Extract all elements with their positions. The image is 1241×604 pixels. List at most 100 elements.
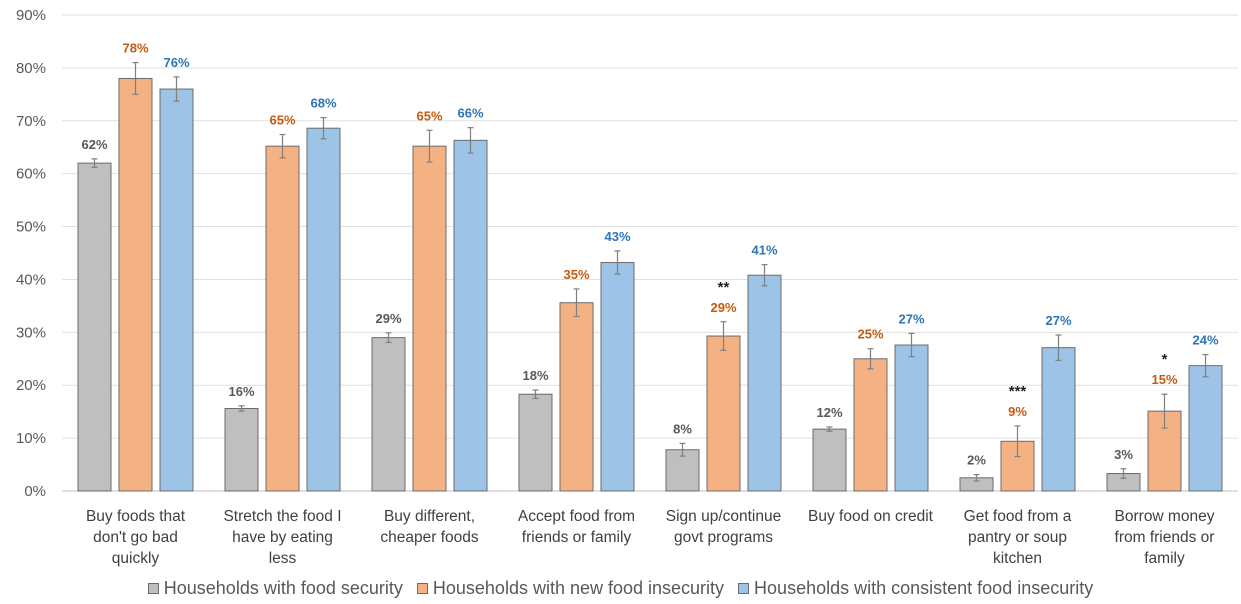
bar (265, 145, 300, 492)
bar (706, 335, 741, 492)
data-label: 18% (522, 368, 548, 383)
bar (306, 127, 341, 492)
legend-label-food-security: Households with food security (163, 578, 403, 598)
category-label-line: quickly (112, 550, 160, 567)
bar (559, 302, 594, 492)
data-label: 76% (163, 55, 189, 70)
data-label: 15% (1151, 372, 1177, 387)
data-label: 35% (563, 267, 589, 282)
category-label-line: Sign up/continue (666, 508, 781, 525)
category-label: Accept food from friends or family (518, 508, 635, 546)
category-label-line: kitchen (993, 550, 1042, 567)
category-label-line: Stretch the food I (223, 508, 341, 525)
bar (1147, 410, 1182, 492)
y-tick-label: 10% (16, 430, 46, 447)
category-label: Stretch the food I have by eating less (223, 508, 341, 567)
data-label: 78% (122, 41, 148, 56)
category-label-line: Buy food on credit (808, 508, 934, 525)
category-label: Borrow money from friends or family (1115, 508, 1215, 567)
data-label: 65% (416, 108, 442, 123)
y-tick-label: 50% (16, 219, 46, 236)
legend-swatch-new-insecurity (416, 583, 428, 594)
bar (1041, 347, 1076, 492)
bar (77, 162, 112, 492)
bar (224, 407, 259, 492)
bar (1000, 440, 1035, 492)
y-tick-label: 60% (16, 166, 46, 183)
category-label: Sign up/continue govt programs (666, 508, 781, 546)
category-label-line: don't go bad (93, 529, 178, 546)
y-tick-label: 0% (24, 483, 46, 500)
category-label-line: Get food from a (964, 508, 1072, 525)
data-label: 2% (967, 453, 986, 468)
y-tick-label: 90% (16, 7, 46, 24)
data-label: 29% (710, 300, 736, 315)
significance-marker: ** (718, 279, 730, 296)
bar (812, 428, 847, 492)
bar (118, 77, 153, 492)
bar (853, 358, 888, 492)
legend-swatch-food-security (147, 583, 159, 594)
bar (1188, 365, 1223, 492)
bar (371, 337, 406, 492)
bar (518, 393, 553, 492)
error-bars (91, 61, 1209, 482)
data-label: 68% (310, 96, 336, 111)
y-tick-label: 80% (16, 60, 46, 77)
data-label: 43% (604, 229, 630, 244)
y-tick-label: 20% (16, 377, 46, 394)
data-label: 66% (457, 106, 483, 121)
data-label: 24% (1192, 333, 1218, 348)
data-labels: 62% 78% 76% 16% 65% 68% 29% 65% 66% 18% 35% 43% 8% 29… (81, 41, 1218, 468)
legend: Households with food security Households… (0, 578, 1241, 599)
category-label: Get food from a pantry or soup kitchen (964, 508, 1072, 567)
legend-swatch-consistent-insecurity (738, 583, 750, 594)
significance-marker: * (1162, 351, 1168, 368)
data-label: 27% (1045, 313, 1071, 328)
category-label: Buy different, cheaper foods (380, 508, 478, 546)
significance-marker: *** (1009, 383, 1027, 400)
category-label: Buy foods that don't go bad quickly (86, 508, 186, 567)
x-axis-categories: Buy foods that don't go bad quickly Stretch… (86, 508, 1215, 567)
category-label-line: less (269, 550, 297, 567)
bar (159, 88, 194, 492)
data-label: 41% (751, 243, 777, 258)
category-label-line: govt programs (674, 529, 773, 546)
category-label-line: friends or family (522, 529, 632, 546)
bar (894, 344, 929, 492)
legend-item-new-insecurity: Households with new food insecurity (416, 578, 725, 599)
category-label: Buy food on credit (808, 508, 934, 525)
bar (412, 145, 447, 492)
y-tick-label: 70% (16, 113, 46, 130)
data-label: 16% (228, 384, 254, 399)
category-label-line: from friends or (1115, 529, 1215, 546)
y-tick-label: 30% (16, 324, 46, 341)
bar (453, 139, 488, 492)
bar (747, 274, 782, 492)
category-label-line: have by eating (232, 529, 333, 546)
data-label: 9% (1008, 404, 1027, 419)
category-label-line: Buy foods that (86, 508, 186, 525)
legend-label-new-insecurity: Households with new food insecurity (432, 578, 725, 598)
data-label: 29% (375, 311, 401, 326)
legend-item-food-security: Households with food security (147, 578, 403, 599)
data-label: 3% (1114, 447, 1133, 462)
data-label: 8% (673, 421, 692, 436)
data-label: 65% (269, 113, 295, 128)
category-label-line: family (1144, 550, 1185, 567)
category-label-line: Buy different, (384, 508, 475, 525)
y-tick-label: 40% (16, 271, 46, 288)
category-label-line: Accept food from (518, 508, 635, 525)
category-label-line: pantry or soup (968, 529, 1067, 546)
data-label: 27% (898, 311, 924, 326)
bar-chart: 0% 10% 20% 30% 40% 50% 60% 70% 80% 90% 62% 78% 76% 1… (16, 7, 1238, 567)
bars (77, 77, 1223, 492)
legend-item-consistent-insecurity: Households with consistent food insecuri… (738, 578, 1093, 599)
category-label-line: cheaper foods (380, 529, 478, 546)
legend-label-consistent-insecurity: Households with consistent food insecuri… (754, 578, 1094, 598)
data-label: 62% (81, 137, 107, 152)
significance-markers: ****** (718, 279, 1168, 400)
bar (600, 262, 635, 492)
category-label-line: Borrow money (1115, 508, 1215, 525)
